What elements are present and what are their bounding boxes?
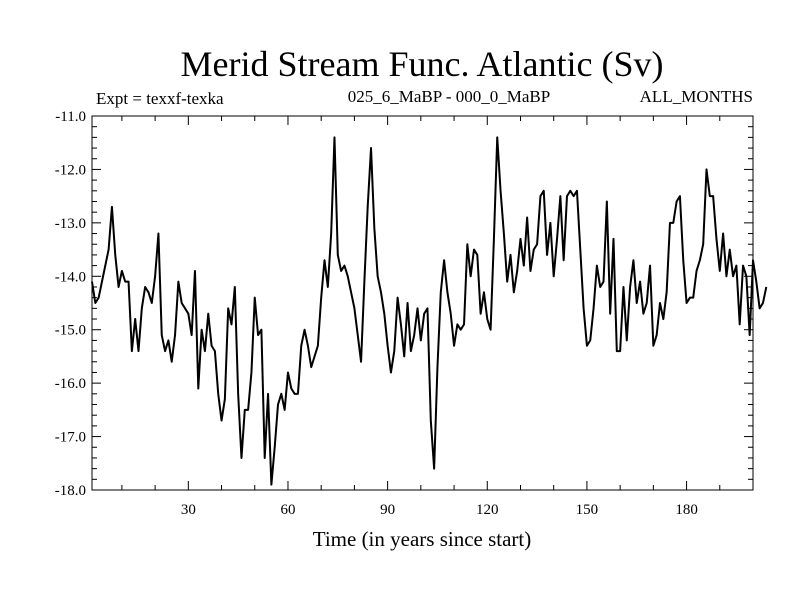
y-tick-label: -11.0 [55,109,86,125]
subtitle-period: 025_6_MaBP - 000_0_MaBP [348,87,550,106]
x-tick-label: 60 [280,502,295,518]
chart-title: Merid Stream Func. Atlantic (Sv) [181,44,664,84]
subtitle-months: ALL_MONTHS [640,87,753,106]
x-tick-label: 150 [576,502,599,518]
y-tick-label: -18.0 [55,483,86,499]
subtitle-experiment: Expt = texxf-texka [96,89,224,108]
y-tick-label: -14.0 [55,269,86,285]
x-tick-label: 120 [476,502,499,518]
y-tick-label: -15.0 [55,323,86,339]
series-line-msf-atlantic [91,136,768,486]
y-tick-label: -12.0 [55,162,86,178]
y-tick-label: -13.0 [55,216,86,232]
y-axis: -11.0 -12.0 -13.0 -14.0 -15.0 -16.0 -17.0 -18.0 [55,109,753,499]
plot-frame [91,115,754,491]
y-tick-label: -17.0 [55,430,86,446]
x-tick-label: 90 [380,502,395,518]
x-tick-label: 30 [181,502,196,518]
x-axis-label: Time (in years since start) [313,527,532,551]
x-tick-label: 180 [675,502,698,518]
y-tick-label: -16.0 [55,376,86,392]
x-axis: 30 60 90 120 150 180 [121,116,754,518]
